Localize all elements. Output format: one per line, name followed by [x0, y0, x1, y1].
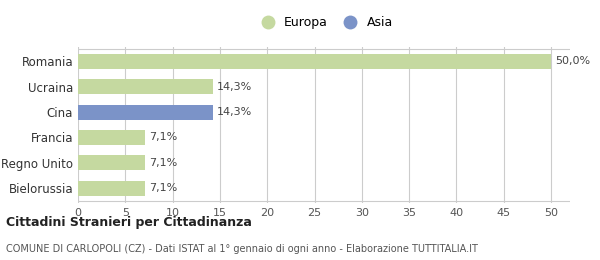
- Bar: [78, 130, 145, 145]
- Bar: [78, 54, 551, 69]
- Text: 7,1%: 7,1%: [149, 183, 177, 193]
- Text: 14,3%: 14,3%: [217, 107, 253, 117]
- Bar: [78, 180, 145, 196]
- Legend: Europa, Asia: Europa, Asia: [250, 11, 398, 34]
- Bar: [78, 79, 214, 94]
- Text: 7,1%: 7,1%: [149, 158, 177, 168]
- Bar: [78, 105, 214, 120]
- Text: 50,0%: 50,0%: [555, 56, 590, 67]
- Text: 14,3%: 14,3%: [217, 82, 253, 92]
- Text: 7,1%: 7,1%: [149, 132, 177, 142]
- Text: Cittadini Stranieri per Cittadinanza: Cittadini Stranieri per Cittadinanza: [6, 216, 252, 229]
- Bar: [78, 155, 145, 170]
- Text: COMUNE DI CARLOPOLI (CZ) - Dati ISTAT al 1° gennaio di ogni anno - Elaborazione : COMUNE DI CARLOPOLI (CZ) - Dati ISTAT al…: [6, 244, 478, 254]
